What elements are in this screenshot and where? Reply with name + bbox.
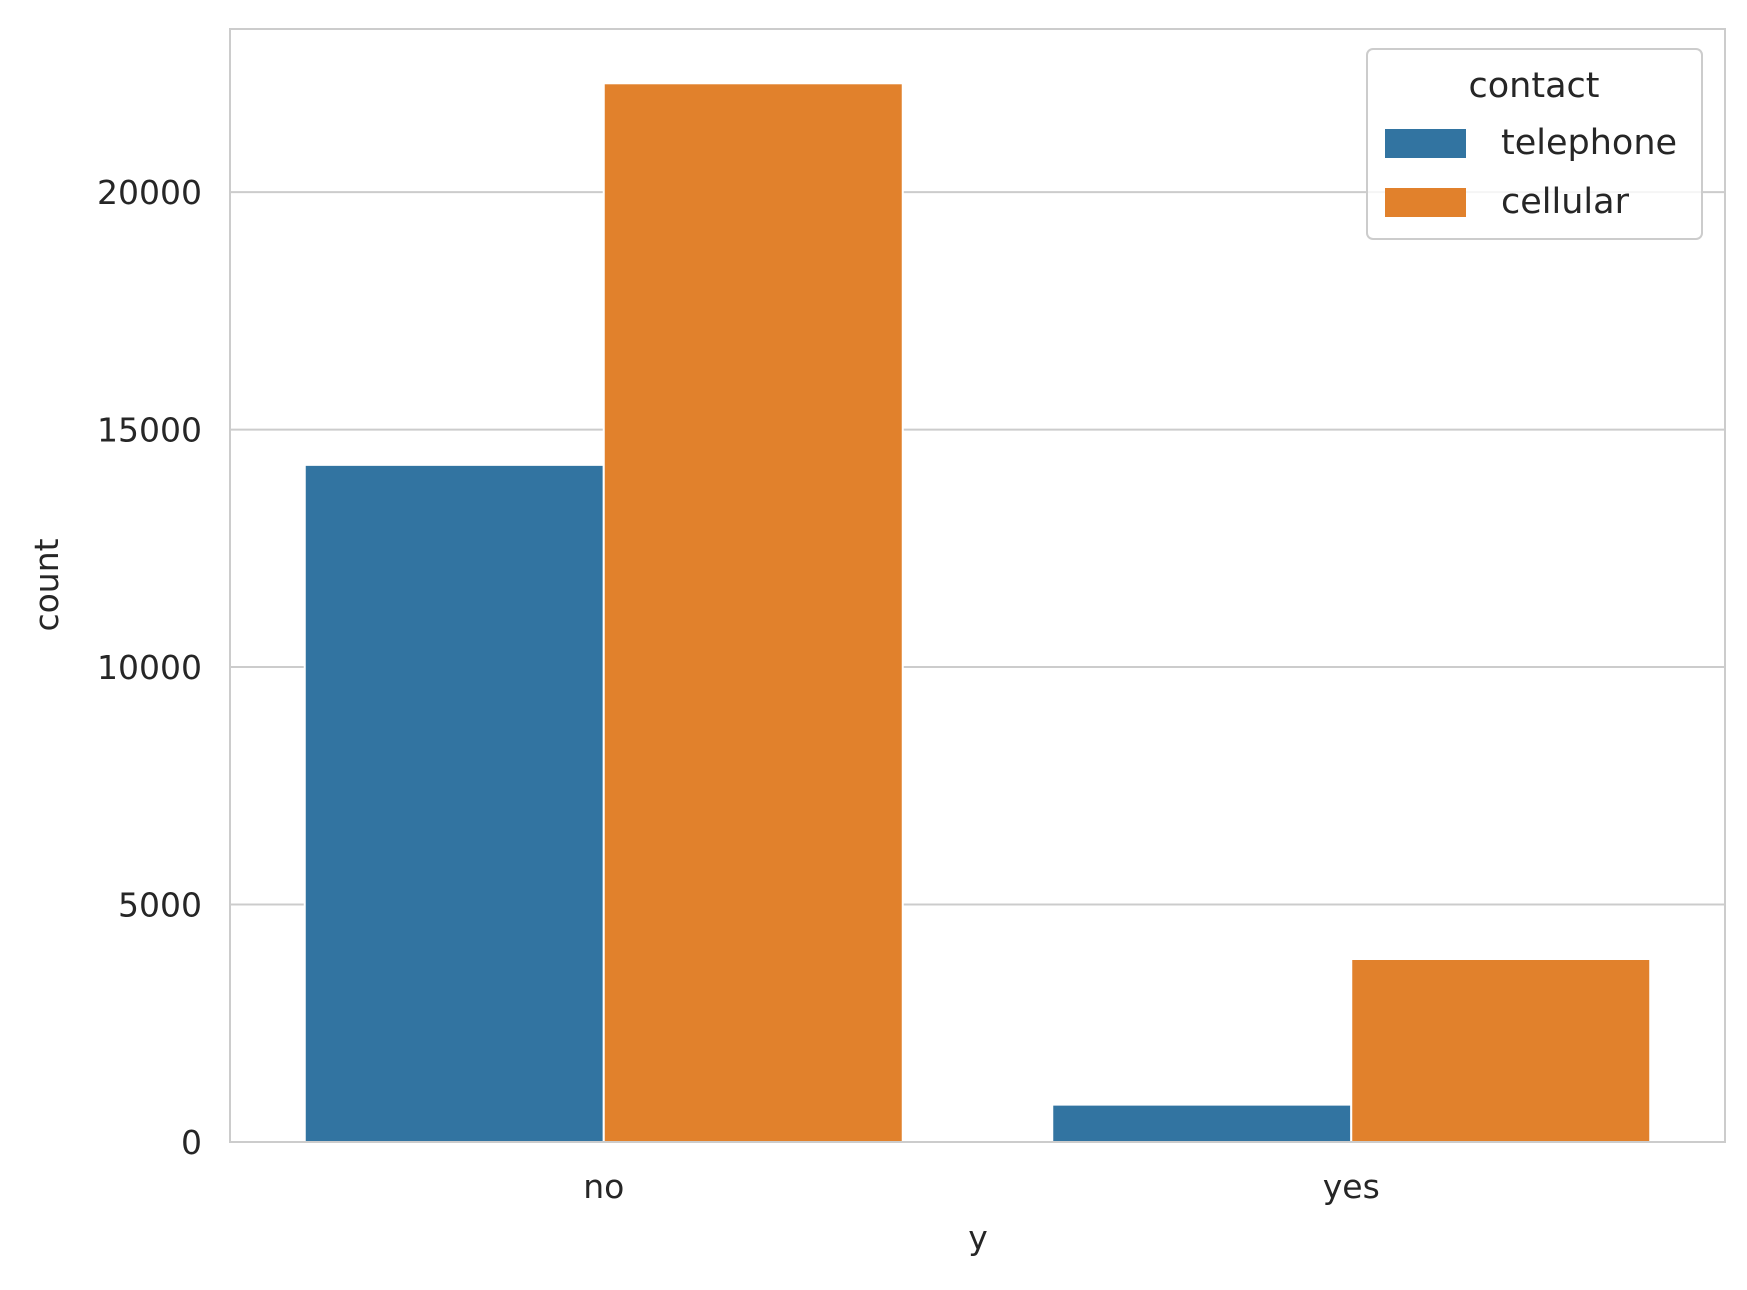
legend-label-telephone: telephone bbox=[1501, 123, 1677, 163]
legend-swatch-telephone bbox=[1385, 129, 1466, 158]
bar-yes-telephone bbox=[1051, 1103, 1353, 1143]
axes bbox=[229, 28, 1726, 1143]
legend-label-cellular: cellular bbox=[1501, 182, 1630, 222]
x-axis-label: y bbox=[968, 1218, 988, 1257]
bar-no-telephone bbox=[303, 463, 605, 1143]
bar-yes-cellular bbox=[1350, 958, 1652, 1143]
legend-title: contact bbox=[1469, 66, 1600, 106]
y-tick-label: 5000 bbox=[118, 886, 202, 925]
tick-labels: 0 5000 10000 15000 20000 no yes bbox=[97, 173, 1380, 1206]
bar-no-cellular bbox=[602, 82, 904, 1144]
legend-swatch-cellular bbox=[1385, 188, 1466, 217]
y-tick-label: 10000 bbox=[97, 648, 202, 687]
y-tick-label: 0 bbox=[181, 1123, 202, 1162]
bars bbox=[303, 82, 1652, 1144]
y-axis-label: count bbox=[27, 538, 66, 631]
x-tick-label-yes: yes bbox=[1323, 1167, 1380, 1206]
x-tick-label-no: no bbox=[583, 1167, 624, 1206]
legend: contact telephone cellular bbox=[1366, 48, 1703, 240]
plot-frame bbox=[229, 28, 1726, 1143]
y-tick-label: 15000 bbox=[97, 411, 202, 450]
y-tick-label: 20000 bbox=[97, 173, 202, 212]
